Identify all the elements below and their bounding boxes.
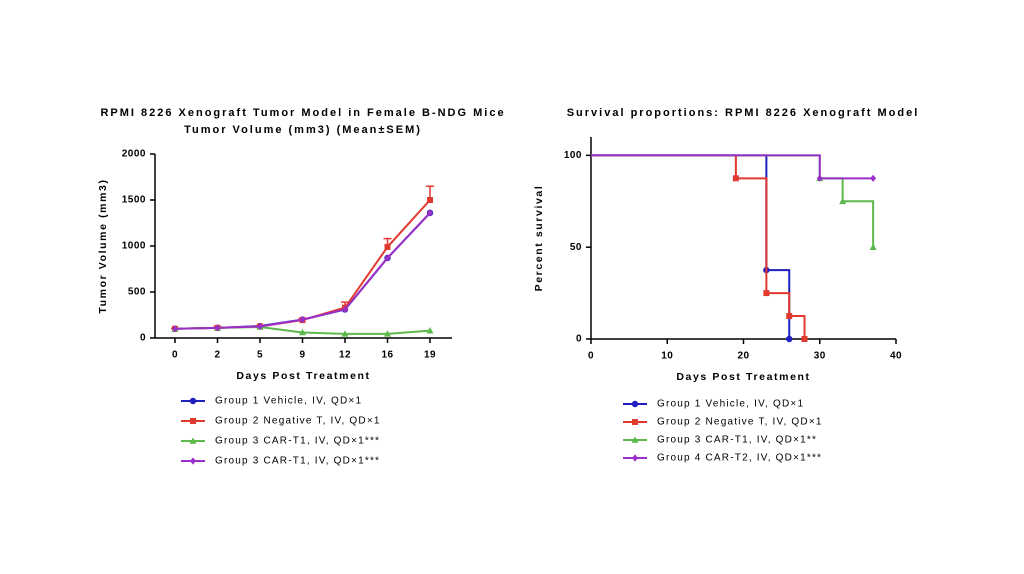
x-axis-title: Days Post Treatment [236, 370, 370, 382]
legend-marker [631, 400, 639, 408]
legend-label: Group 3 CAR-T1, IV, QD×1*** [215, 436, 380, 447]
series-line [174, 212, 431, 330]
legend-label: Group 1 Vehicle, IV, QD×1 [657, 399, 804, 410]
marker [786, 335, 793, 343]
marker [816, 174, 823, 182]
marker [299, 328, 306, 336]
survival-step [591, 154, 791, 339]
marker [299, 316, 306, 324]
legend-marker [189, 437, 197, 444]
legend-label: Group 4 CAR-T2, IV, QD×1*** [657, 453, 822, 464]
x-tick-label: 20 [737, 351, 749, 362]
marker [839, 197, 847, 205]
x-tick-label: 2 [214, 350, 220, 361]
legend-marker [632, 454, 638, 462]
x-axis-title: Days Post Treatment [676, 371, 810, 383]
x-tick-label: 10 [661, 351, 673, 362]
marker [426, 327, 434, 334]
y-tick-label: 500 [128, 287, 146, 298]
marker [786, 313, 793, 320]
marker [341, 330, 349, 337]
y-axis-title: Percent survival [533, 185, 545, 292]
marker [384, 243, 391, 250]
series-line [174, 212, 431, 330]
marker [384, 330, 391, 337]
legend-label: Group 2 Negative T, IV, QD×1 [215, 416, 381, 427]
x-tick-label: 9 [299, 350, 305, 361]
marker [427, 209, 433, 217]
x-tick-label: 5 [257, 350, 263, 361]
y-tick-label: 2000 [122, 149, 146, 160]
y-tick-label: 0 [576, 334, 582, 345]
x-tick-label: 19 [424, 350, 436, 361]
y-tick-label: 0 [140, 333, 146, 344]
x-tick-label: 16 [381, 350, 393, 361]
marker [732, 175, 739, 182]
marker [342, 305, 348, 314]
chart-subtitle: Tumor Volume (mm3) (Mean±SEM) [184, 124, 422, 136]
legend-label: Group 2 Negative T, IV, QD×1 [657, 417, 823, 428]
legend-marker [189, 397, 197, 405]
x-tick-label: 12 [339, 350, 351, 361]
legend-marker [631, 436, 639, 443]
x-tick-label: 40 [890, 351, 902, 362]
legend-label: Group 3 CAR-T1, IV, QD×1** [657, 435, 817, 446]
marker [801, 336, 808, 342]
y-tick-label: 50 [570, 242, 582, 253]
x-tick-label: 0 [172, 350, 178, 361]
legend-label: Group 1 Vehicle, IV, QD×1 [215, 396, 362, 407]
legend-label: Group 3 CAR-T1, IV, QD×1*** [215, 456, 380, 467]
marker [763, 290, 770, 297]
legend-marker [190, 457, 196, 465]
survival-step [591, 154, 874, 180]
y-tick-label: 1500 [122, 195, 146, 206]
marker [172, 325, 178, 333]
marker [869, 243, 877, 250]
x-tick-label: 30 [814, 351, 826, 362]
marker [257, 322, 263, 331]
y-tick-label: 1000 [122, 241, 146, 252]
marker [427, 197, 433, 203]
survival-step [591, 154, 875, 248]
y-tick-label: 100 [564, 150, 582, 161]
legend-marker [632, 419, 638, 425]
chart-title: RPMI 8226 Xenograft Tumor Model in Femal… [100, 107, 505, 119]
marker [214, 324, 221, 332]
marker [870, 174, 877, 182]
survival-step [591, 154, 806, 339]
chart-title: Survival proportions: RPMI 8226 Xenograf… [567, 107, 920, 119]
y-axis-title: Tumor Volume (mm3) [97, 178, 109, 313]
marker [384, 254, 391, 262]
legend-marker [190, 418, 196, 424]
series-line [174, 199, 431, 330]
x-tick-label: 0 [588, 351, 594, 362]
